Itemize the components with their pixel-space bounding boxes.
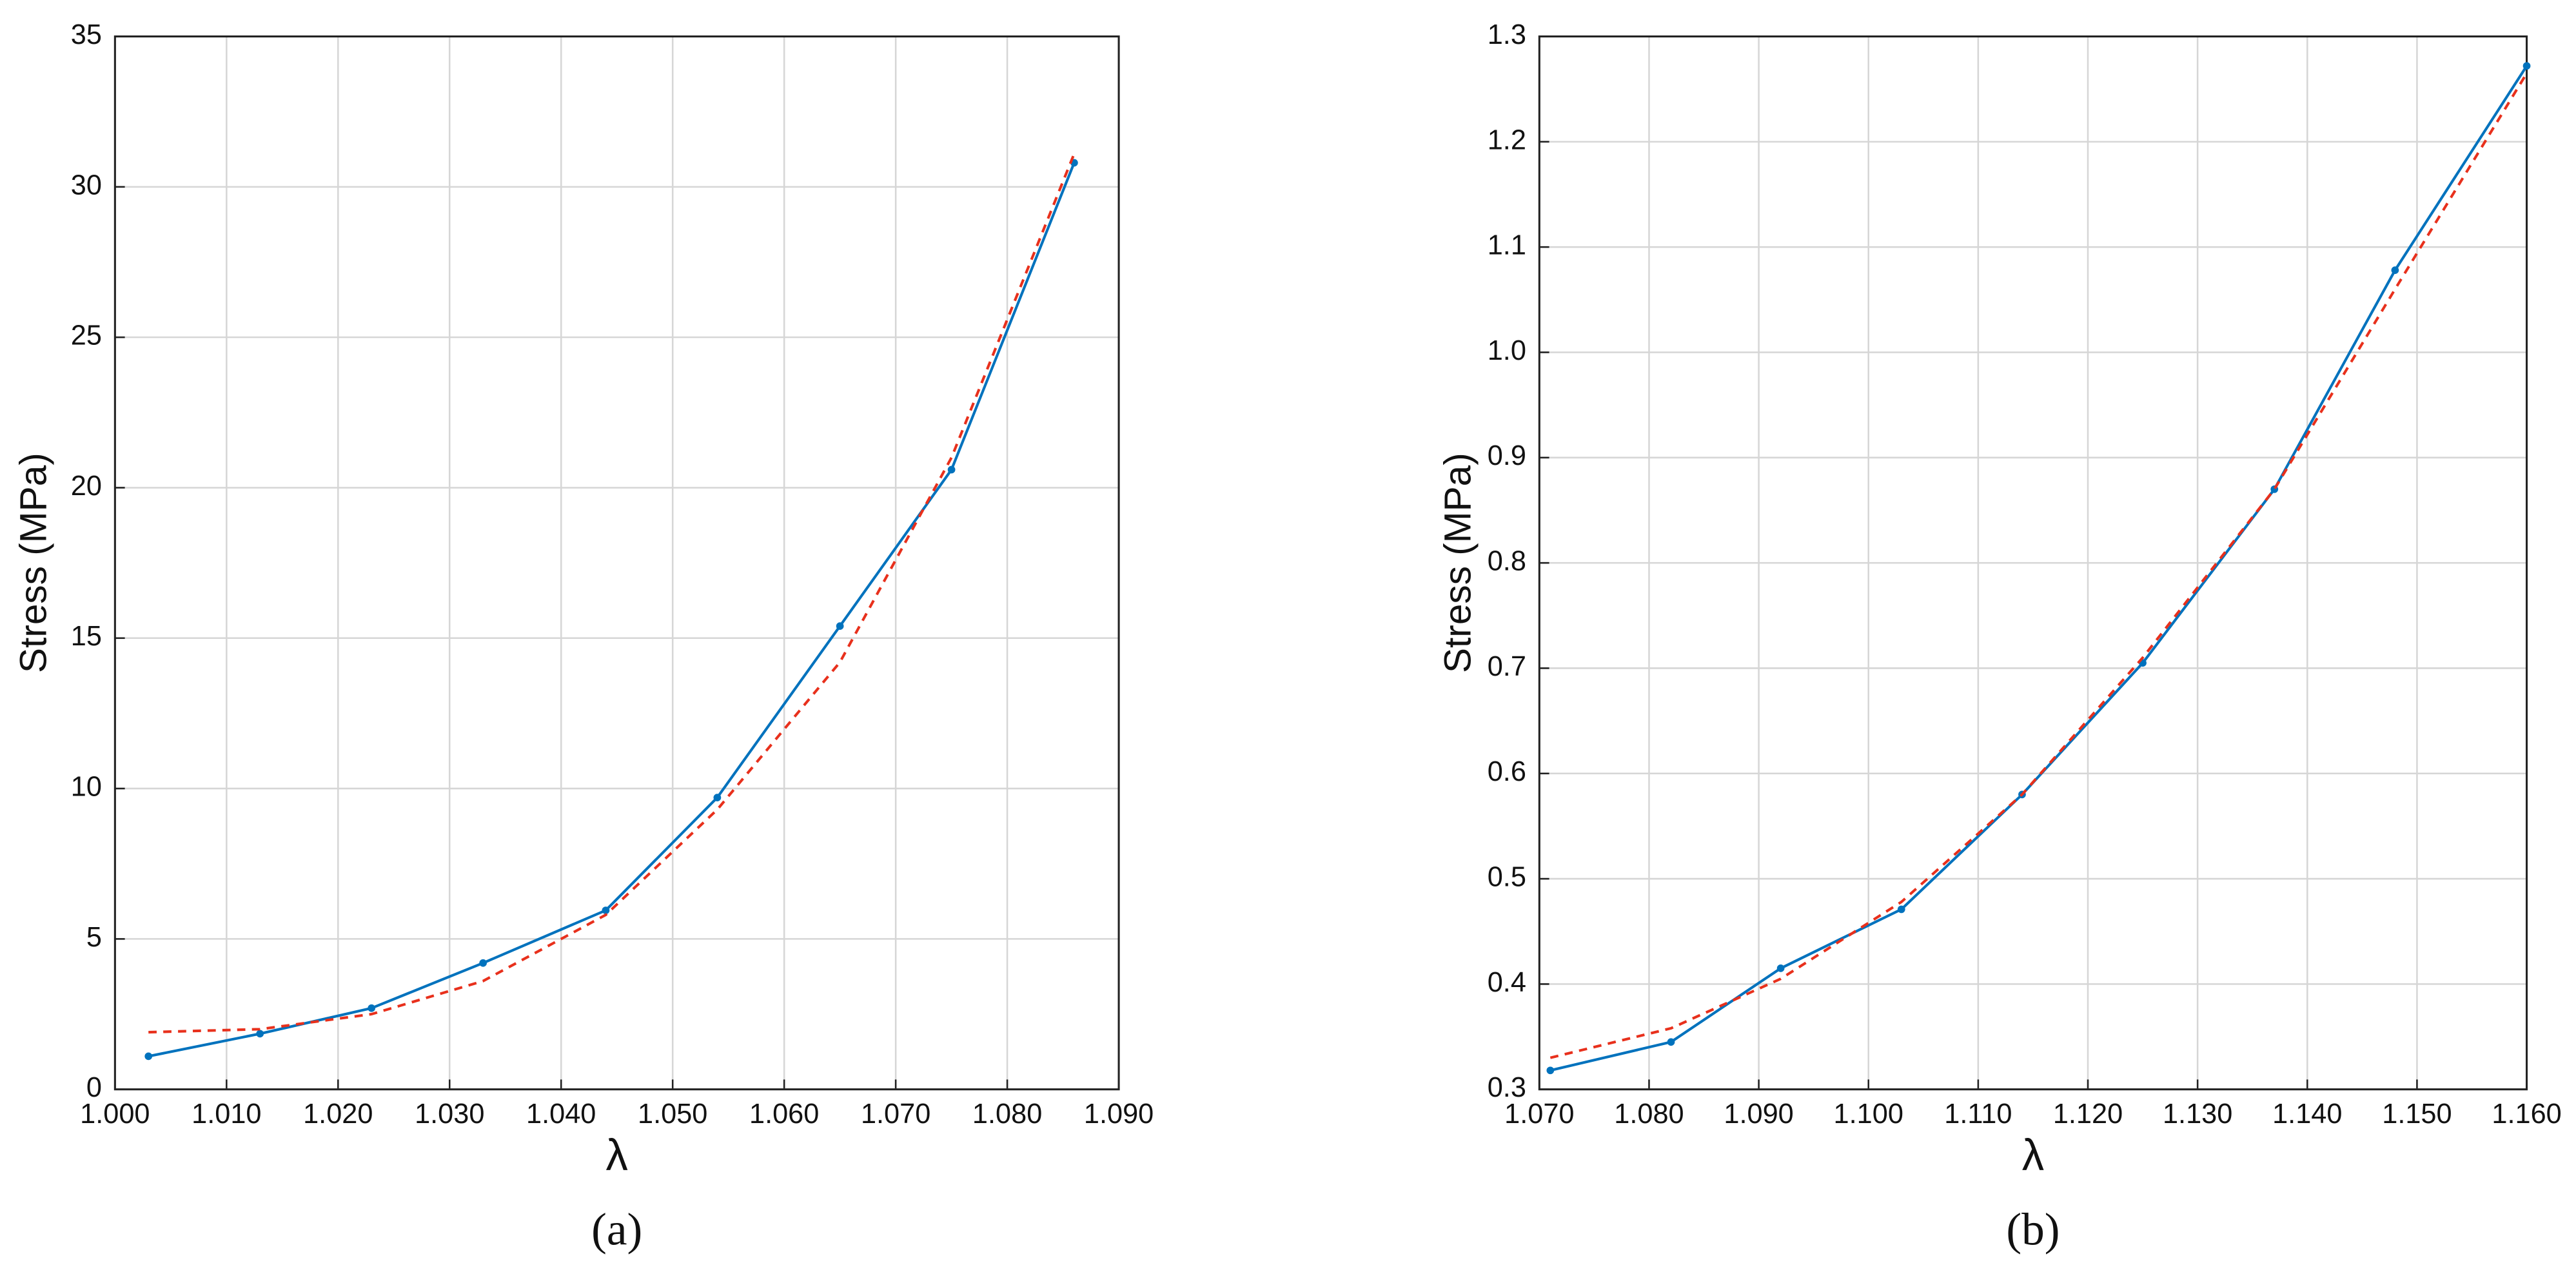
x-tick-label: 1.100 xyxy=(1834,1099,1903,1130)
y-tick-label: 0.9 xyxy=(1488,440,1526,471)
y-tick-label: 0.8 xyxy=(1488,546,1526,577)
x-tick-label: 1.160 xyxy=(2492,1099,2561,1130)
y-tick-label: 0.4 xyxy=(1488,967,1526,998)
x-tick-label: 1.060 xyxy=(749,1099,819,1130)
data-point xyxy=(2391,266,2399,274)
x-axis-label: λ xyxy=(2022,1130,2044,1180)
y-axis-label: Stress (MPa) xyxy=(1437,453,1479,673)
y-axis-label: Stress (MPa) xyxy=(13,453,55,673)
data-point xyxy=(602,906,610,914)
data-point xyxy=(713,794,722,801)
y-tick-label: 0.5 xyxy=(1488,862,1526,893)
data-point xyxy=(479,959,487,967)
data-point xyxy=(1667,1038,1675,1046)
x-tick-label: 1.090 xyxy=(1724,1099,1793,1130)
data-line xyxy=(1549,72,2528,1059)
panel-caption: (b) xyxy=(2006,1204,2060,1255)
y-tick-label: 0.6 xyxy=(1488,756,1526,787)
y-tick-label: 15 xyxy=(71,621,102,652)
data-point xyxy=(1546,1066,1555,1075)
x-axis-label: λ xyxy=(606,1130,628,1180)
x-tick-label: 1.080 xyxy=(1614,1099,1684,1130)
panel-caption: (a) xyxy=(591,1204,642,1255)
x-tick-label: 1.050 xyxy=(638,1099,707,1130)
x-tick-label: 1.070 xyxy=(1504,1099,1574,1130)
x-tick-label: 1.110 xyxy=(1944,1099,2012,1130)
x-tick-label: 1.070 xyxy=(861,1099,930,1130)
y-tick-label: 1.3 xyxy=(1488,19,1526,50)
x-tick-label: 1.010 xyxy=(192,1099,261,1130)
y-tick-label: 0.7 xyxy=(1488,651,1526,682)
y-tick-label: 20 xyxy=(71,471,102,502)
y-tick-label: 35 xyxy=(71,19,102,50)
x-tick-label: 1.040 xyxy=(526,1099,596,1130)
x-tick-label: 1.080 xyxy=(972,1099,1042,1130)
data-point xyxy=(368,1004,376,1012)
y-tick-label: 1.0 xyxy=(1488,335,1526,366)
x-tick-label: 1.030 xyxy=(415,1099,484,1130)
y-tick-label: 1.1 xyxy=(1488,230,1526,261)
y-tick-label: 25 xyxy=(71,320,102,351)
plot-frame xyxy=(1538,35,2528,1091)
data-point xyxy=(1776,964,1785,972)
y-tick-label: 0 xyxy=(86,1072,102,1103)
data-point xyxy=(836,622,844,630)
x-tick-label: 1.130 xyxy=(2163,1099,2232,1130)
y-tick-label: 10 xyxy=(71,772,102,803)
y-tick-label: 30 xyxy=(71,170,102,201)
x-tick-label: 1.120 xyxy=(2053,1099,2123,1130)
x-tick-label: 1.150 xyxy=(2382,1099,2452,1130)
x-tick-label: 1.000 xyxy=(80,1099,150,1130)
x-tick-label: 1.090 xyxy=(1084,1099,1154,1130)
y-tick-label: 5 xyxy=(86,922,102,953)
data-point xyxy=(256,1030,264,1038)
data-point xyxy=(1897,905,1905,914)
data-point xyxy=(947,465,956,474)
data-point xyxy=(2522,62,2531,70)
plot-frame xyxy=(113,35,1120,1091)
x-tick-label: 1.140 xyxy=(2272,1099,2342,1130)
x-tick-label: 1.020 xyxy=(303,1099,373,1130)
plot-area xyxy=(115,36,1119,1090)
y-tick-label: 0.3 xyxy=(1488,1072,1526,1103)
data-point xyxy=(144,1052,153,1061)
data-line xyxy=(148,153,1076,1034)
y-tick-label: 1.2 xyxy=(1488,124,1526,155)
